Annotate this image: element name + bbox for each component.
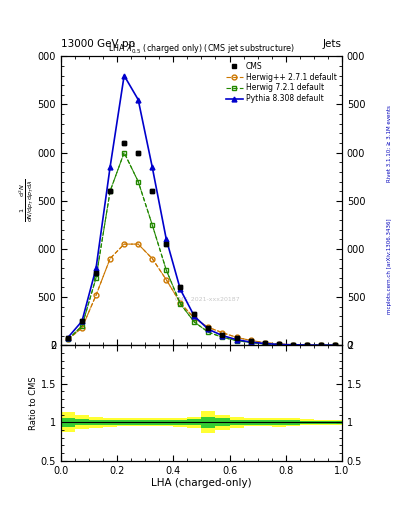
Herwig++ 2.7.1 default [332, 342, 337, 348]
Pythia 8.308 default [108, 164, 112, 170]
Pythia 8.308 default [80, 318, 84, 324]
Herwig++ 2.7.1 default [150, 255, 154, 262]
Text: CMS_2021-xxx20187: CMS_2021-xxx20187 [174, 296, 240, 302]
Herwig++ 2.7.1 default [94, 292, 98, 298]
CMS [220, 332, 225, 338]
CMS [136, 150, 141, 156]
Pythia 8.308 default [220, 332, 225, 338]
Herwig 7.2.1 default [178, 301, 183, 307]
CMS [318, 342, 323, 348]
CMS [150, 188, 154, 194]
Herwig 7.2.1 default [80, 323, 84, 329]
CMS [94, 270, 98, 276]
Pythia 8.308 default [178, 286, 183, 292]
Line: Pythia 8.308 default: Pythia 8.308 default [66, 73, 337, 348]
Herwig 7.2.1 default [290, 342, 295, 348]
Pythia 8.308 default [150, 164, 154, 170]
Line: Herwig 7.2.1 default: Herwig 7.2.1 default [66, 150, 337, 348]
Herwig 7.2.1 default [192, 319, 197, 325]
Pythia 8.308 default [318, 342, 323, 348]
Herwig++ 2.7.1 default [220, 330, 225, 336]
Herwig++ 2.7.1 default [305, 342, 309, 348]
CMS [332, 342, 337, 348]
CMS [290, 342, 295, 348]
Pythia 8.308 default [234, 336, 239, 343]
Legend: CMS, Herwig++ 2.7.1 default, Herwig 7.2.1 default, Pythia 8.308 default: CMS, Herwig++ 2.7.1 default, Herwig 7.2.… [224, 60, 338, 105]
Text: Jets: Jets [323, 38, 342, 49]
Herwig 7.2.1 default [164, 267, 169, 273]
Herwig++ 2.7.1 default [276, 341, 281, 347]
Text: Rivet 3.1.10; ≥ 3.1M events: Rivet 3.1.10; ≥ 3.1M events [387, 105, 392, 182]
CMS [178, 284, 183, 290]
CMS [66, 334, 70, 340]
CMS [192, 311, 197, 317]
Title: LHA $\lambda^{1}_{0.5}$ (charged only) (CMS jet substructure): LHA $\lambda^{1}_{0.5}$ (charged only) (… [108, 41, 295, 56]
Text: mcplots.cern.ch [arXiv:1306.3436]: mcplots.cern.ch [arXiv:1306.3436] [387, 219, 392, 314]
Herwig++ 2.7.1 default [290, 342, 295, 348]
Herwig 7.2.1 default [248, 339, 253, 346]
Herwig++ 2.7.1 default [164, 276, 169, 283]
Line: CMS: CMS [66, 141, 337, 348]
CMS [234, 335, 239, 342]
Herwig 7.2.1 default [234, 337, 239, 344]
Pythia 8.308 default [276, 342, 281, 348]
Y-axis label: Ratio to CMS: Ratio to CMS [29, 376, 38, 430]
Herwig++ 2.7.1 default [206, 324, 211, 330]
Herwig 7.2.1 default [122, 150, 127, 156]
CMS [122, 140, 127, 146]
Pythia 8.308 default [332, 342, 337, 348]
Herwig++ 2.7.1 default [108, 255, 112, 262]
Herwig 7.2.1 default [332, 342, 337, 348]
Pythia 8.308 default [290, 342, 295, 348]
Herwig++ 2.7.1 default [80, 325, 84, 331]
Herwig++ 2.7.1 default [66, 336, 70, 343]
Pythia 8.308 default [94, 265, 98, 271]
Herwig++ 2.7.1 default [234, 334, 239, 340]
Herwig++ 2.7.1 default [178, 300, 183, 306]
Pythia 8.308 default [305, 342, 309, 348]
X-axis label: LHA (charged-only): LHA (charged-only) [151, 478, 252, 488]
Herwig++ 2.7.1 default [318, 342, 323, 348]
CMS [80, 318, 84, 324]
CMS [108, 188, 112, 194]
Pythia 8.308 default [206, 326, 211, 332]
CMS [164, 241, 169, 247]
Pythia 8.308 default [66, 334, 70, 340]
Herwig 7.2.1 default [262, 341, 267, 347]
Herwig 7.2.1 default [150, 222, 154, 228]
Pythia 8.308 default [262, 340, 267, 347]
Herwig++ 2.7.1 default [192, 315, 197, 322]
Pythia 8.308 default [136, 97, 141, 103]
Herwig++ 2.7.1 default [248, 337, 253, 344]
Herwig 7.2.1 default [220, 334, 225, 340]
Herwig 7.2.1 default [318, 342, 323, 348]
Pythia 8.308 default [122, 73, 127, 79]
Herwig++ 2.7.1 default [136, 241, 141, 247]
Herwig++ 2.7.1 default [262, 339, 267, 346]
Pythia 8.308 default [192, 313, 197, 319]
Text: 13000 GeV pp: 13000 GeV pp [61, 38, 135, 49]
Pythia 8.308 default [164, 236, 169, 242]
Herwig 7.2.1 default [94, 275, 98, 281]
Pythia 8.308 default [248, 339, 253, 345]
Line: Herwig++ 2.7.1 default: Herwig++ 2.7.1 default [66, 242, 337, 348]
CMS [248, 338, 253, 344]
Y-axis label: $\frac{1}{\mathrm{d}N/\mathrm{d}p_T}\frac{\mathrm{d}^2N}{\mathrm{d}p_T\mathrm{d}: $\frac{1}{\mathrm{d}N/\mathrm{d}p_T}\fra… [18, 179, 36, 223]
Herwig 7.2.1 default [276, 342, 281, 348]
CMS [305, 342, 309, 348]
Herwig 7.2.1 default [66, 336, 70, 343]
Herwig 7.2.1 default [108, 188, 112, 194]
Herwig++ 2.7.1 default [122, 241, 127, 247]
Herwig 7.2.1 default [206, 329, 211, 335]
CMS [262, 340, 267, 346]
CMS [276, 341, 281, 347]
CMS [206, 325, 211, 331]
Herwig 7.2.1 default [305, 342, 309, 348]
Herwig 7.2.1 default [136, 179, 141, 185]
